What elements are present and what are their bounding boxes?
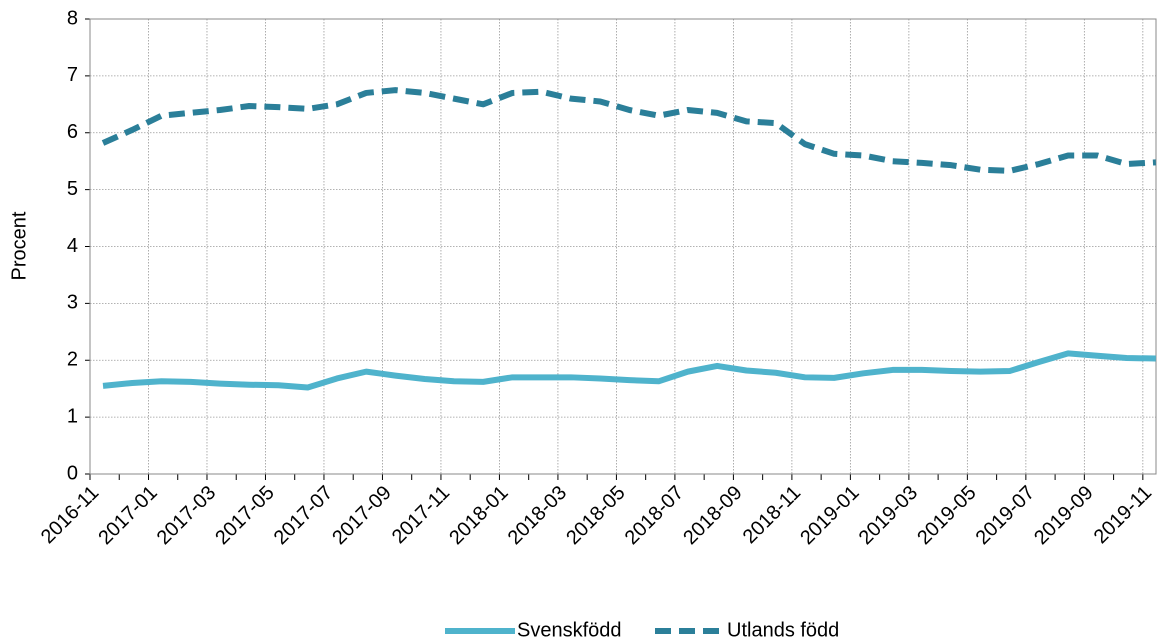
x-tick-label: 2019-01 bbox=[796, 482, 863, 549]
x-tick-label: 2019-09 bbox=[1030, 482, 1097, 549]
y-axis-label: Procent bbox=[8, 211, 30, 280]
y-tick-label: 4 bbox=[67, 235, 78, 257]
x-tick-label: 2018-03 bbox=[504, 482, 571, 549]
x-tick-label: 2017-01 bbox=[94, 482, 161, 549]
y-tick-label: 8 bbox=[67, 7, 78, 29]
x-tick-label: 2018-09 bbox=[679, 482, 746, 549]
x-tick-label: 2019-03 bbox=[855, 482, 922, 549]
legend-label: Utlands född bbox=[727, 619, 839, 641]
y-tick-label: 5 bbox=[67, 178, 78, 200]
plot-frame bbox=[89, 18, 1157, 475]
x-tick-label: 2016-11 bbox=[37, 482, 103, 548]
legend-label: Svenskfödd bbox=[517, 619, 622, 641]
x-tick-label: 2017-07 bbox=[270, 482, 337, 549]
x-tick-label: 2019-11 bbox=[1090, 482, 1156, 548]
y-tick-label: 3 bbox=[67, 292, 78, 314]
y-tick-label: 0 bbox=[67, 462, 78, 484]
x-tick-label: 2017-11 bbox=[388, 482, 454, 548]
x-tick-label: 2017-05 bbox=[211, 482, 278, 549]
x-tick-label: 2018-05 bbox=[562, 482, 629, 549]
series-line bbox=[101, 87, 1157, 174]
series-line bbox=[102, 350, 1156, 391]
x-tick-label: 2018-07 bbox=[621, 482, 688, 549]
y-tick-label: 1 bbox=[67, 405, 78, 427]
x-tick-label: 2019-07 bbox=[972, 482, 1039, 549]
y-tick-label: 6 bbox=[67, 121, 78, 143]
y-tick-label: 7 bbox=[67, 64, 78, 86]
y-tick-label: 2 bbox=[67, 349, 78, 371]
x-tick-label: 2018-01 bbox=[445, 482, 512, 549]
x-tick-label: 2018-11 bbox=[739, 482, 805, 548]
x-tick-label: 2017-03 bbox=[153, 482, 220, 549]
x-tick-label: 2019-05 bbox=[913, 482, 980, 549]
x-tick-label: 2017-09 bbox=[328, 482, 395, 549]
